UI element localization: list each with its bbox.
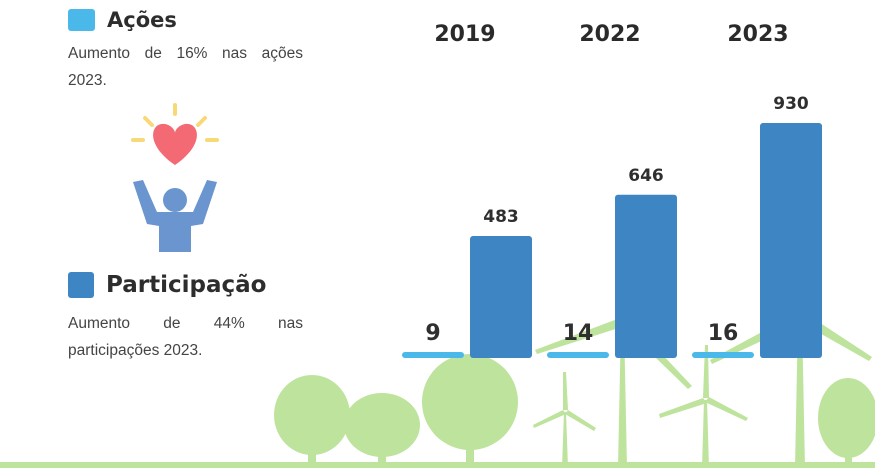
legend-acoes-title: Ações bbox=[107, 8, 177, 32]
legend-acoes: Ações Aumento de 16% nas ações 2023. bbox=[68, 8, 303, 94]
tree bbox=[274, 375, 350, 455]
bar-acoes-2019 bbox=[402, 352, 464, 358]
legend-participacao-description: Aumento de 44% nas participações 2023. bbox=[68, 315, 303, 359]
data-label-acoes-2019: 9 bbox=[425, 321, 440, 346]
bar-acoes-2023 bbox=[692, 352, 754, 358]
bar-participacao-2022 bbox=[615, 194, 677, 358]
bar-acoes-2022 bbox=[547, 352, 609, 358]
participacao-color-swatch bbox=[68, 272, 94, 298]
data-label-participacao-2022: 646 bbox=[628, 166, 664, 186]
year-label-2019: 2019 bbox=[434, 22, 496, 47]
bar-participacao-2019 bbox=[470, 235, 532, 358]
acoes-color-swatch bbox=[68, 9, 95, 31]
data-label-participacao-2019: 483 bbox=[483, 207, 519, 227]
tree bbox=[422, 354, 518, 450]
data-label-acoes-2023: 16 bbox=[708, 321, 739, 346]
year-label-2023: 2023 bbox=[727, 22, 789, 47]
data-label-acoes-2022: 14 bbox=[563, 321, 594, 346]
legend-participacao: Participação Aumento de 44% nas particip… bbox=[68, 272, 303, 364]
legend-participacao-title: Participação bbox=[106, 272, 267, 298]
legend-acoes-description: Aumento de 16% nas ações 2023. bbox=[68, 45, 303, 89]
person-heart-icon bbox=[131, 103, 219, 252]
bar-participacao-2023 bbox=[760, 123, 822, 358]
data-label-participacao-2023: 930 bbox=[773, 94, 809, 114]
year-label-2022: 2022 bbox=[579, 22, 641, 47]
tree bbox=[818, 378, 875, 458]
ground-line bbox=[0, 462, 875, 468]
